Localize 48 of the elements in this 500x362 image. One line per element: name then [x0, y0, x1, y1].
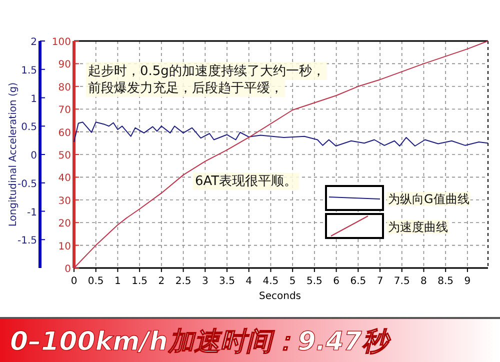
y2-tick-label: 10	[58, 241, 71, 252]
x-tick-label: 1	[114, 276, 121, 287]
annotation: 6AT表现很平顺。	[195, 174, 298, 189]
x-tick-label: 0.5	[88, 276, 104, 287]
y2-tick-label: 40	[58, 173, 71, 184]
x-tick-label: 8.5	[438, 276, 454, 287]
x-tick-label: 2.5	[175, 276, 192, 287]
x-tick-label: 3	[202, 276, 208, 287]
y2-tick-label: 20	[58, 218, 71, 230]
line-series	[74, 122, 488, 146]
annotation: 前段爆发力充足，后段趋于平缓，	[88, 81, 283, 96]
y2-tick-label: 60	[58, 128, 71, 139]
y-tick-label: 0.5	[21, 122, 37, 134]
y-tick-label: 0	[30, 150, 37, 162]
y-tick-label: -0.5	[17, 178, 37, 190]
x-tick-label: 6	[333, 276, 340, 287]
legend-label: 为速度曲线	[388, 220, 448, 234]
x-tick-label: 8	[420, 276, 427, 287]
x-tick-label: 5	[289, 276, 296, 287]
x-tick-label: 3.5	[219, 276, 235, 287]
x-tick-label: 7	[376, 276, 384, 287]
x-tick-label: 9	[464, 276, 471, 287]
x-tick-label: 5.5	[306, 276, 322, 287]
y-tick-label: -1.5	[17, 236, 37, 247]
x-tick-label: 1.5	[132, 276, 148, 287]
y2-tick-label: 100	[52, 37, 71, 48]
y-tick-label: 1	[30, 94, 37, 105]
y2-tick-label: 70	[58, 105, 71, 116]
x-tick-label: 4	[246, 276, 252, 287]
y2-tick-label: 50	[58, 150, 71, 162]
y-tick-label: -1	[27, 207, 37, 218]
y-axis-title: Longitudinal Acceleration (g)	[8, 82, 19, 227]
annotation: 起步时，0.5g的加速度持续了大约一秒，	[88, 63, 325, 79]
text: 0–100km/h加速时间：9.47秒	[10, 327, 392, 357]
x-tick-label: 2	[158, 276, 165, 287]
legend-label: 为纵向G值曲线	[388, 192, 470, 206]
y2-tick-label: 80	[58, 82, 71, 94]
y2-tick-label: 0	[64, 264, 71, 275]
x-tick-label: 0	[70, 276, 78, 287]
line-series	[74, 40, 488, 268]
x-axis-title: Seconds	[258, 291, 302, 302]
x-tick-label: 6.5	[350, 276, 366, 287]
x-tick-label: 7.5	[394, 276, 410, 287]
y-tick-label: 2	[30, 37, 37, 48]
y2-tick-label: 90	[58, 60, 71, 71]
y-tick-label: 1.5	[21, 65, 37, 76]
x-tick-label: 4.5	[262, 276, 279, 287]
y2-tick-label: 30	[58, 196, 71, 207]
